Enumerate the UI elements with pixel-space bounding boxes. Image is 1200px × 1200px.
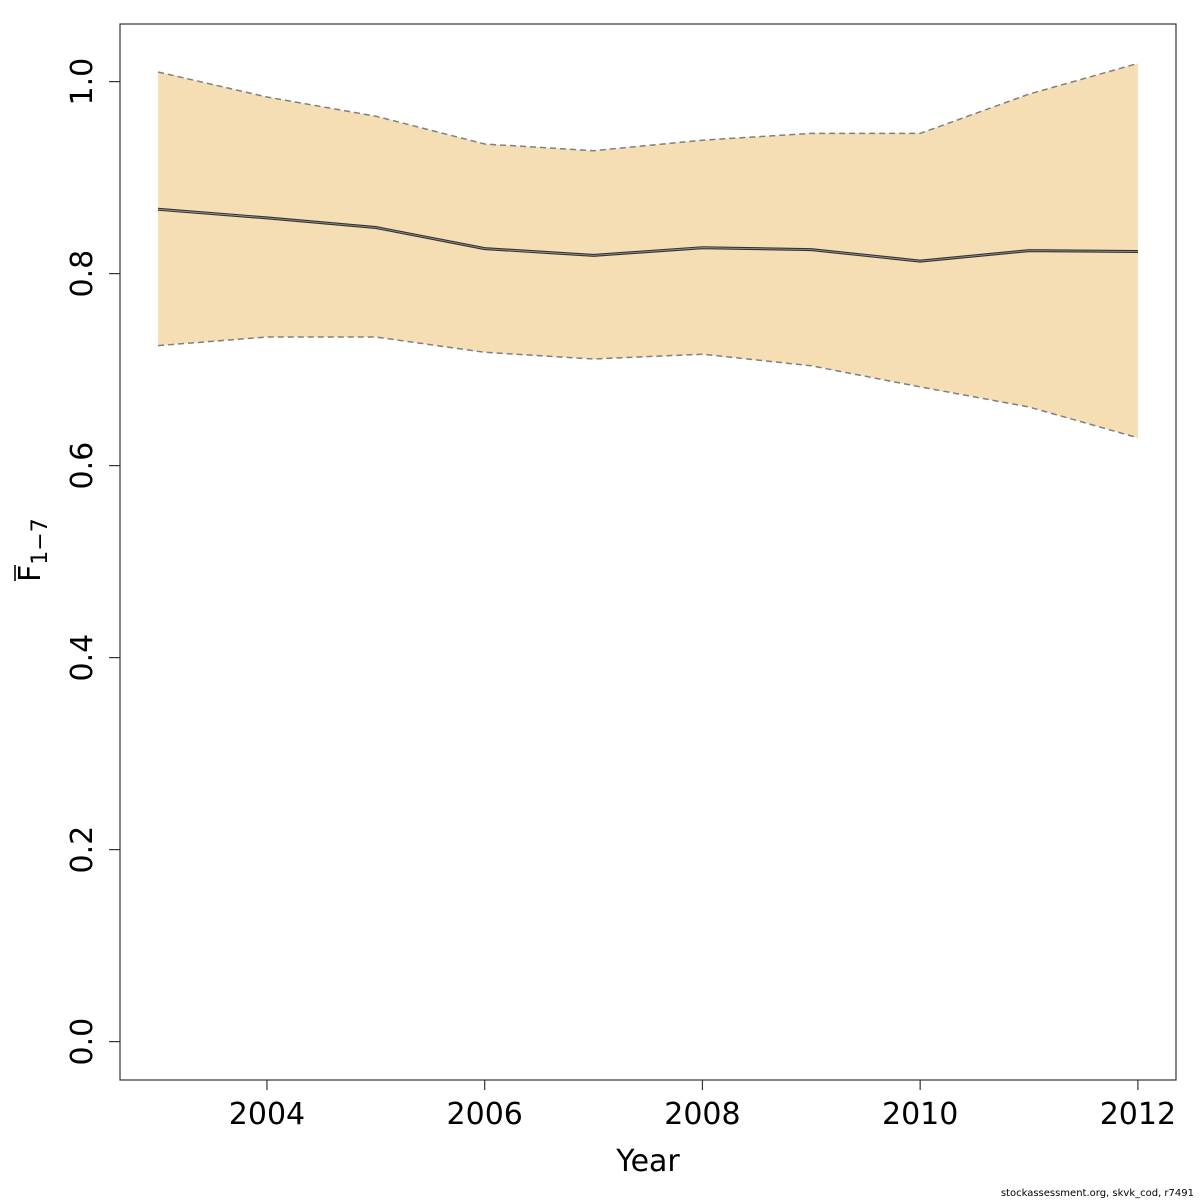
y-tick-label: 0.2 bbox=[65, 826, 100, 874]
x-tick-label: 2008 bbox=[664, 1097, 740, 1132]
y-axis-label-subscript: 1−7 bbox=[28, 518, 53, 564]
y-axis-label: F1−7 bbox=[13, 518, 53, 582]
x-axis: 2004 2006 2008 2010 2012 bbox=[229, 1080, 1176, 1132]
y-tick-label: 1.0 bbox=[65, 58, 100, 106]
y-axis: 0.0 0.2 0.4 0.6 0.8 1.0 bbox=[65, 58, 120, 1066]
y-tick-label: 0.0 bbox=[65, 1018, 100, 1066]
x-axis-label: Year bbox=[615, 1144, 680, 1179]
y-tick-label: 0.8 bbox=[65, 250, 100, 298]
x-tick-label: 2006 bbox=[447, 1097, 523, 1132]
x-tick-label: 2012 bbox=[1100, 1097, 1176, 1132]
plot-frame bbox=[119, 23, 1177, 1081]
x-tick-label: 2010 bbox=[882, 1097, 958, 1132]
svg-text:F1−7: F1−7 bbox=[13, 518, 53, 582]
x-tick-label: 2004 bbox=[229, 1097, 305, 1132]
estimate-line-highlight bbox=[158, 208, 1138, 262]
y-tick-label: 0.6 bbox=[65, 442, 100, 490]
y-tick-label: 0.4 bbox=[65, 634, 100, 682]
series-layer bbox=[157, 62, 1139, 439]
footer-caption: stockassessment.org, skvk_cod, r7491 bbox=[1001, 1188, 1194, 1199]
y-axis-label-main: F bbox=[13, 565, 48, 582]
lower-bound-line bbox=[158, 336, 1139, 439]
